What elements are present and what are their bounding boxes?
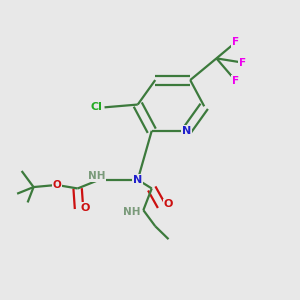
Text: F: F <box>232 37 239 47</box>
Text: O: O <box>52 180 61 190</box>
Text: N: N <box>133 175 142 185</box>
Text: N: N <box>182 126 191 136</box>
Text: NH: NH <box>123 207 141 217</box>
Text: F: F <box>232 76 239 86</box>
Text: F: F <box>239 58 246 68</box>
Text: NH: NH <box>88 171 105 181</box>
Text: O: O <box>164 199 173 209</box>
Text: O: O <box>81 203 90 213</box>
Text: Cl: Cl <box>91 102 103 112</box>
